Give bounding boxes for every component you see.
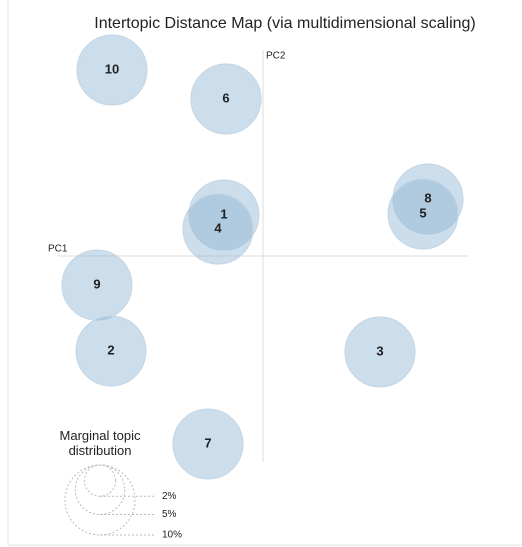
topic-label: 3 xyxy=(376,343,383,358)
size-legend-label: 5% xyxy=(162,509,177,520)
topic-bubble xyxy=(172,408,244,480)
topic-bubble xyxy=(387,178,459,250)
chart-title: Intertopic Distance Map (via multidimens… xyxy=(94,15,476,32)
topic-label: 10 xyxy=(105,61,119,76)
topic-bubble xyxy=(75,315,147,387)
size-legend-circle xyxy=(74,464,126,516)
y-axis-label: PC2 xyxy=(266,51,286,62)
topic-bubble xyxy=(61,249,133,321)
topic-label: 1 xyxy=(220,206,227,221)
x-axis-label: PC1 xyxy=(48,244,68,255)
topic-label: 4 xyxy=(214,220,222,235)
topic-label: 7 xyxy=(204,435,211,450)
size-legend-label: 2% xyxy=(162,491,177,502)
topic-label: 5 xyxy=(419,205,426,220)
topic-bubble xyxy=(344,316,416,388)
size-legend-label: 10% xyxy=(162,530,182,541)
topic-label: 6 xyxy=(222,90,229,105)
topic-bubble xyxy=(190,63,262,135)
topic-bubble xyxy=(182,193,254,265)
size-legend-title: Marginal topic distribution xyxy=(59,428,141,458)
size-legend-circle xyxy=(83,464,117,497)
size-legend-circle xyxy=(64,464,136,536)
topic-bubble xyxy=(76,34,148,106)
topic-bubble xyxy=(188,179,260,251)
topic-label: 2 xyxy=(107,342,114,357)
topic-label: 8 xyxy=(424,190,431,205)
topic-label: 9 xyxy=(93,276,100,291)
